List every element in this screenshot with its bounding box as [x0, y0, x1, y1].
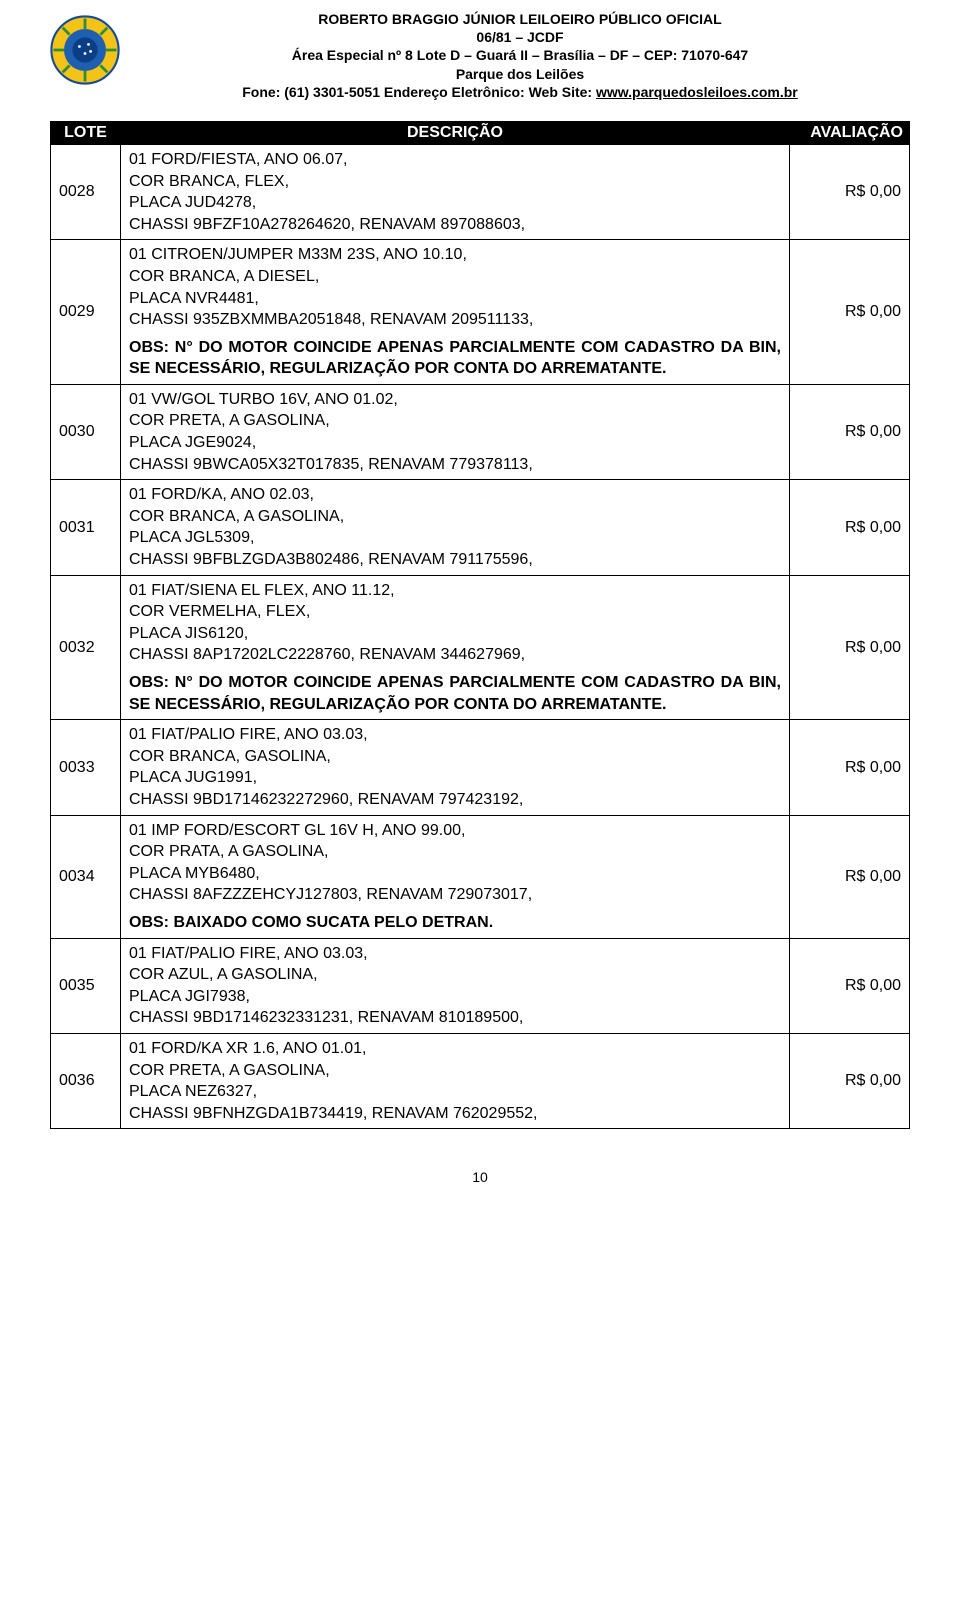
table-row: 003601 FORD/KA XR 1.6, ANO 01.01,COR PRE…	[51, 1033, 910, 1128]
desc-line: CHASSI 9BWCA05X32T017835, RENAVAM 779378…	[129, 454, 781, 476]
cell-lote: 0028	[51, 144, 121, 239]
lote-table: LOTE DESCRIÇÃO AVALIAÇÃO 002801 FORD/FIE…	[50, 121, 910, 1129]
cell-lote: 0030	[51, 384, 121, 479]
cell-avaliacao: R$ 0,00	[790, 480, 910, 575]
cell-avaliacao: R$ 0,00	[790, 815, 910, 938]
table-row: 003001 VW/GOL TURBO 16V, ANO 01.02,COR P…	[51, 384, 910, 479]
desc-line: PLACA JGL5309,	[129, 527, 781, 549]
desc-line: 01 FIAT/PALIO FIRE, ANO 03.03,	[129, 724, 781, 746]
desc-line: CHASSI 8AP17202LC2228760, RENAVAM 344627…	[129, 644, 781, 666]
desc-line: CHASSI 9BD17146232331231, RENAVAM 810189…	[129, 1007, 781, 1029]
col-header-descricao: DESCRIÇÃO	[121, 121, 790, 144]
cell-avaliacao: R$ 0,00	[790, 1033, 910, 1128]
desc-line: CHASSI 9BD17146232272960, RENAVAM 797423…	[129, 789, 781, 811]
desc-line: 01 CITROEN/JUMPER M33M 23S, ANO 10.10,	[129, 244, 781, 266]
desc-line: 01 FORD/KA XR 1.6, ANO 01.01,	[129, 1038, 781, 1060]
desc-line: PLACA MYB6480,	[129, 863, 781, 885]
desc-line: PLACA JGI7938,	[129, 986, 781, 1008]
desc-line: 01 IMP FORD/ESCORT GL 16V H, ANO 99.00,	[129, 820, 781, 842]
cell-lote: 0031	[51, 480, 121, 575]
col-header-lote: LOTE	[51, 121, 121, 144]
cell-descricao: 01 VW/GOL TURBO 16V, ANO 01.02,COR PRETA…	[121, 384, 790, 479]
cell-descricao: 01 CITROEN/JUMPER M33M 23S, ANO 10.10,CO…	[121, 240, 790, 385]
desc-line: CHASSI 9BFBLZGDA3B802486, RENAVAM 791175…	[129, 549, 781, 571]
cell-descricao: 01 FIAT/PALIO FIRE, ANO 03.03,COR BRANCA…	[121, 720, 790, 815]
cell-descricao: 01 FORD/FIESTA, ANO 06.07,COR BRANCA, FL…	[121, 144, 790, 239]
table-row: 002901 CITROEN/JUMPER M33M 23S, ANO 10.1…	[51, 240, 910, 385]
cell-avaliacao: R$ 0,00	[790, 384, 910, 479]
table-row: 003401 IMP FORD/ESCORT GL 16V H, ANO 99.…	[51, 815, 910, 938]
header-line-2: 06/81 – JCDF	[130, 28, 910, 46]
desc-line: PLACA JIS6120,	[129, 623, 781, 645]
table-header-row: LOTE DESCRIÇÃO AVALIAÇÃO	[51, 121, 910, 144]
desc-line: 01 FIAT/PALIO FIRE, ANO 03.03,	[129, 943, 781, 965]
cell-descricao: 01 FIAT/SIENA EL FLEX, ANO 11.12,COR VER…	[121, 575, 790, 720]
desc-line: COR AZUL, A GASOLINA,	[129, 964, 781, 986]
cell-lote: 0036	[51, 1033, 121, 1128]
website-link[interactable]: www.parquedosleiloes.com.br	[596, 84, 798, 100]
desc-line: PLACA NVR4481,	[129, 288, 781, 310]
desc-line: 01 FIAT/SIENA EL FLEX, ANO 11.12,	[129, 580, 781, 602]
table-row: 003501 FIAT/PALIO FIRE, ANO 03.03,COR AZ…	[51, 938, 910, 1033]
header-line-5-prefix: Fone: (61) 3301-5051 Endereço Eletrônico…	[242, 84, 596, 100]
desc-line: COR BRANCA, GASOLINA,	[129, 746, 781, 768]
page-number: 10	[50, 1169, 910, 1185]
desc-line: PLACA JGE9024,	[129, 432, 781, 454]
desc-line: CHASSI 9BFNHZGDA1B734419, RENAVAM 762029…	[129, 1103, 781, 1125]
cell-descricao: 01 FORD/KA, ANO 02.03,COR BRANCA, A GASO…	[121, 480, 790, 575]
desc-line: 01 FORD/FIESTA, ANO 06.07,	[129, 149, 781, 171]
col-header-avaliacao: AVALIAÇÃO	[790, 121, 910, 144]
desc-line: CHASSI 8AFZZZEHCYJ127803, RENAVAM 729073…	[129, 884, 781, 906]
cell-lote: 0035	[51, 938, 121, 1033]
cell-avaliacao: R$ 0,00	[790, 240, 910, 385]
desc-line: COR BRANCA, A GASOLINA,	[129, 506, 781, 528]
desc-line: COR BRANCA, A DIESEL,	[129, 266, 781, 288]
desc-line: COR PRATA, A GASOLINA,	[129, 841, 781, 863]
desc-line: COR BRANCA, FLEX,	[129, 171, 781, 193]
table-row: 003101 FORD/KA, ANO 02.03,COR BRANCA, A …	[51, 480, 910, 575]
desc-line: COR PRETA, A GASOLINA,	[129, 410, 781, 432]
cell-avaliacao: R$ 0,00	[790, 720, 910, 815]
desc-line: COR VERMELHA, FLEX,	[129, 601, 781, 623]
cell-avaliacao: R$ 0,00	[790, 938, 910, 1033]
header-line-4: Parque dos Leilões	[130, 65, 910, 83]
desc-line: 01 FORD/KA, ANO 02.03,	[129, 484, 781, 506]
table-row: 003201 FIAT/SIENA EL FLEX, ANO 11.12,COR…	[51, 575, 910, 720]
obs-text: OBS: BAIXADO COMO SUCATA PELO DETRAN.	[129, 912, 781, 934]
cell-avaliacao: R$ 0,00	[790, 144, 910, 239]
desc-line: 01 VW/GOL TURBO 16V, ANO 01.02,	[129, 389, 781, 411]
header-text-block: ROBERTO BRAGGIO JÚNIOR LEILOEIRO PÚBLICO…	[130, 10, 910, 101]
obs-text: OBS: N° DO MOTOR COINCIDE APENAS PARCIAL…	[129, 672, 781, 715]
cell-lote: 0033	[51, 720, 121, 815]
desc-line: PLACA NEZ6327,	[129, 1081, 781, 1103]
cell-lote: 0034	[51, 815, 121, 938]
table-row: 002801 FORD/FIESTA, ANO 06.07,COR BRANCA…	[51, 144, 910, 239]
desc-line: CHASSI 935ZBXMMBA2051848, RENAVAM 209511…	[129, 309, 781, 331]
cell-descricao: 01 FORD/KA XR 1.6, ANO 01.01,COR PRETA, …	[121, 1033, 790, 1128]
document-header: ROBERTO BRAGGIO JÚNIOR LEILOEIRO PÚBLICO…	[50, 10, 910, 101]
emblem-icon	[50, 15, 120, 85]
header-line-1: ROBERTO BRAGGIO JÚNIOR LEILOEIRO PÚBLICO…	[130, 10, 910, 28]
cell-descricao: 01 IMP FORD/ESCORT GL 16V H, ANO 99.00,C…	[121, 815, 790, 938]
desc-line: COR PRETA, A GASOLINA,	[129, 1060, 781, 1082]
header-line-3: Área Especial nº 8 Lote D – Guará II – B…	[130, 46, 910, 64]
cell-lote: 0029	[51, 240, 121, 385]
obs-text: OBS: N° DO MOTOR COINCIDE APENAS PARCIAL…	[129, 337, 781, 380]
header-line-5: Fone: (61) 3301-5051 Endereço Eletrônico…	[130, 83, 910, 101]
desc-line: PLACA JUG1991,	[129, 767, 781, 789]
cell-descricao: 01 FIAT/PALIO FIRE, ANO 03.03,COR AZUL, …	[121, 938, 790, 1033]
desc-line: CHASSI 9BFZF10A278264620, RENAVAM 897088…	[129, 214, 781, 236]
table-row: 003301 FIAT/PALIO FIRE, ANO 03.03,COR BR…	[51, 720, 910, 815]
cell-lote: 0032	[51, 575, 121, 720]
cell-avaliacao: R$ 0,00	[790, 575, 910, 720]
desc-line: PLACA JUD4278,	[129, 192, 781, 214]
